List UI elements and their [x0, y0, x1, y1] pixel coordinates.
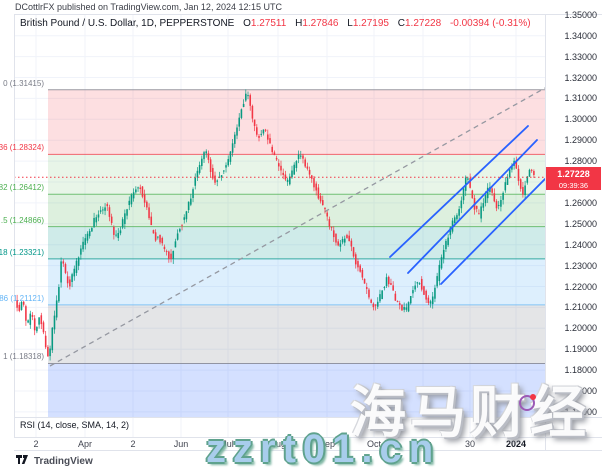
- fib-level-label: .5 (1.24866): [0, 215, 44, 225]
- time-tick-label: 2: [33, 439, 39, 449]
- price-tick-label: 1.19000: [564, 344, 597, 355]
- price-tick-label: 1.22000: [564, 281, 597, 292]
- rsi-indicator-label[interactable]: RSI (14, close, SMA, 14, 2): [20, 420, 130, 430]
- last-price-tag: 1.27228 09:39:36: [546, 167, 601, 190]
- fib-level-label: 1 (1.18318): [3, 352, 44, 362]
- high-label: H: [295, 18, 303, 29]
- bar-countdown: 09:39:36: [558, 181, 589, 190]
- price-tick-label: 1.25000: [564, 218, 597, 229]
- price-tick-label: 1.17000: [564, 386, 597, 396]
- time-tick-label: Aug: [269, 439, 287, 449]
- price-tick-label: 1.33000: [564, 51, 597, 62]
- low-value: 1.27195: [352, 18, 389, 29]
- watermark-chinese-text: 海马财经: [350, 381, 590, 444]
- close-value: 1.27228: [405, 18, 442, 29]
- time-tick-label: Apr: [77, 439, 93, 449]
- chart-left-border: [14, 14, 15, 437]
- high-value: 1.27846: [302, 18, 339, 29]
- time-tick-label: 2: [130, 439, 136, 449]
- time-axis-separator: [14, 437, 602, 438]
- fib-level-label: 82 (1.26412): [0, 183, 44, 193]
- price-tick-label: 1.26000: [564, 197, 597, 208]
- price-tick-label: 1.34000: [564, 30, 597, 41]
- watermark-seal-icon: [519, 394, 536, 411]
- time-tick-label: Sep: [318, 439, 336, 449]
- fib-level-label: 86 (1.21121): [0, 293, 44, 303]
- price-tick-label: 1.29000: [564, 135, 597, 146]
- pane-separator: [14, 417, 602, 418]
- last-price-value: 1.27228: [557, 169, 590, 179]
- change-value: -0.00394 (-0.31%): [449, 18, 531, 29]
- watermark-url-text: zzrt01.cn: [206, 427, 441, 471]
- price-axis-separator: [545, 14, 546, 450]
- price-tick-label: 1.31000: [564, 93, 597, 104]
- tradingview-attribution[interactable]: TradingView: [15, 452, 93, 471]
- open-value: 1.27511: [250, 18, 287, 29]
- chart-top-border: [14, 14, 602, 15]
- fib-level-label: 18 (1.23321): [0, 247, 44, 257]
- time-tick-label: Nov: [414, 439, 432, 449]
- time-tick-label: 2024: [505, 439, 527, 449]
- time-tick-label: Oct: [366, 439, 382, 449]
- tradingview-logo-icon: [15, 452, 29, 471]
- open-label: O: [243, 18, 251, 29]
- time-tick-label: 30: [464, 439, 476, 449]
- price-tick-label: 1.28000: [564, 156, 597, 167]
- fib-level-label: 36 (1.28324): [0, 143, 44, 153]
- close-label: C: [397, 18, 405, 29]
- symbol-legend[interactable]: British Pound / U.S. Dollar, 1D, PEPPERS…: [20, 18, 531, 29]
- chart-bottom-border: [14, 450, 602, 451]
- time-tick-label: Jul: [222, 439, 234, 449]
- price-tick-label: 1.30000: [564, 114, 597, 125]
- time-tick-label: Jun: [173, 439, 189, 449]
- price-tick-label: 1.35000: [564, 9, 597, 20]
- price-tick-label: 1.18000: [564, 365, 597, 376]
- price-tick-label: 1.23000: [564, 260, 597, 271]
- tradingview-logo-text: TradingView: [34, 456, 93, 467]
- price-tick-label: 1.24000: [564, 239, 597, 250]
- price-tick-label: 1.21000: [564, 302, 597, 313]
- price-tick-label: 1.32000: [564, 72, 597, 83]
- low-label: L: [347, 18, 353, 29]
- price-tick-label: 1.20000: [564, 323, 597, 334]
- fib-level-label: 0 (1.31415): [3, 78, 44, 88]
- symbol-title[interactable]: British Pound / U.S. Dollar, 1D, PEPPERS…: [20, 18, 235, 29]
- publisher-line: DCottlrFX published on TradingView.com, …: [15, 2, 282, 12]
- price-tick-label: 1.16000: [564, 406, 597, 417]
